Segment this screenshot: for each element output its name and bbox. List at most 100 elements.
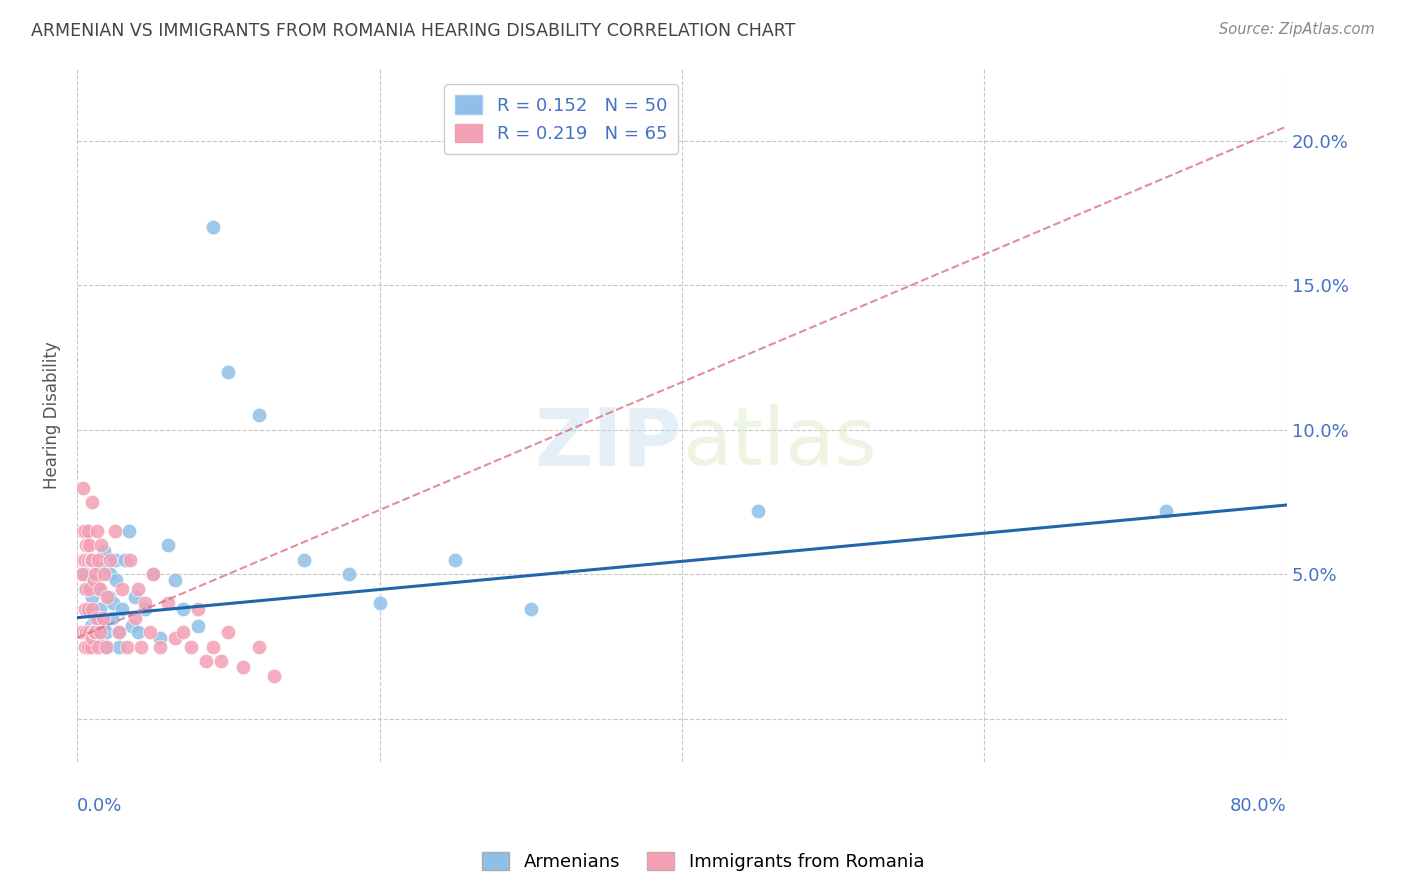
Point: [149, 640, 172, 654]
Point: [747, 504, 769, 518]
Point: [83, 625, 105, 640]
Point: [80, 640, 103, 654]
Point: [165, 631, 187, 645]
Point: [292, 553, 315, 567]
Point: [368, 596, 391, 610]
Point: [82, 495, 104, 509]
Point: [111, 602, 134, 616]
Point: [86, 610, 108, 624]
Point: [93, 544, 115, 558]
Point: [209, 654, 232, 668]
Point: [98, 553, 121, 567]
Point: [70, 625, 93, 640]
Point: [142, 567, 165, 582]
Point: [101, 610, 124, 624]
Point: [76, 602, 98, 616]
Point: [97, 591, 120, 605]
Point: [82, 553, 104, 567]
Point: [114, 553, 136, 567]
Point: [75, 625, 97, 640]
Point: [127, 625, 149, 640]
Point: [83, 573, 105, 587]
Point: [90, 538, 112, 552]
Point: [80, 619, 103, 633]
Point: [86, 631, 108, 645]
Point: [91, 610, 114, 624]
Point: [82, 591, 104, 605]
Legend: R = 0.152   N = 50, R = 0.219   N = 65: R = 0.152 N = 50, R = 0.219 N = 65: [444, 85, 678, 154]
Point: [108, 640, 131, 654]
Point: [84, 567, 107, 582]
Point: [115, 640, 138, 654]
Point: [232, 660, 254, 674]
Point: [187, 619, 209, 633]
Point: [217, 625, 239, 640]
Legend: Armenians, Immigrants from Romania: Armenians, Immigrants from Romania: [475, 845, 931, 879]
Point: [77, 538, 100, 552]
Point: [82, 631, 104, 645]
Point: [247, 640, 270, 654]
Point: [142, 567, 165, 582]
Point: [73, 567, 96, 582]
Point: [91, 619, 114, 633]
Point: [82, 602, 104, 616]
Point: [107, 625, 129, 640]
Point: [117, 524, 139, 538]
Point: [121, 619, 143, 633]
Point: [83, 573, 105, 587]
Point: [194, 654, 217, 668]
Point: [202, 220, 225, 235]
Point: [86, 524, 108, 538]
Point: [138, 625, 160, 640]
Point: [105, 573, 128, 587]
Point: [149, 631, 172, 645]
Point: [77, 582, 100, 596]
Point: [87, 582, 110, 596]
Point: [165, 573, 187, 587]
Point: [87, 640, 110, 654]
Point: [77, 640, 100, 654]
Point: [104, 553, 127, 567]
Point: [1154, 504, 1177, 518]
Y-axis label: Hearing Disability: Hearing Disability: [44, 342, 60, 489]
Point: [98, 567, 121, 582]
Point: [172, 602, 194, 616]
Point: [72, 481, 94, 495]
Point: [444, 553, 467, 567]
Point: [187, 602, 209, 616]
Point: [73, 602, 96, 616]
Point: [124, 610, 146, 624]
Point: [103, 596, 125, 610]
Point: [75, 538, 97, 552]
Point: [127, 582, 149, 596]
Point: [70, 567, 93, 582]
Point: [104, 524, 127, 538]
Point: [76, 625, 98, 640]
Point: [84, 625, 107, 640]
Point: [108, 625, 131, 640]
Point: [89, 582, 111, 596]
Point: [89, 561, 111, 575]
Point: [73, 640, 96, 654]
Point: [520, 602, 543, 616]
Point: [82, 602, 104, 616]
Text: atlas: atlas: [682, 404, 876, 482]
Point: [93, 567, 115, 582]
Point: [89, 602, 111, 616]
Point: [172, 625, 194, 640]
Point: [124, 591, 146, 605]
Point: [217, 365, 239, 379]
Point: [72, 524, 94, 538]
Point: [75, 582, 97, 596]
Point: [111, 582, 134, 596]
Point: [76, 524, 98, 538]
Point: [84, 610, 107, 624]
Point: [76, 640, 98, 654]
Text: ZIP: ZIP: [534, 404, 682, 482]
Point: [247, 409, 270, 423]
Point: [96, 640, 118, 654]
Point: [73, 524, 96, 538]
Point: [72, 553, 94, 567]
Text: 0.0%: 0.0%: [77, 797, 122, 815]
Text: ARMENIAN VS IMMIGRANTS FROM ROMANIA HEARING DISABILITY CORRELATION CHART: ARMENIAN VS IMMIGRANTS FROM ROMANIA HEAR…: [31, 22, 796, 40]
